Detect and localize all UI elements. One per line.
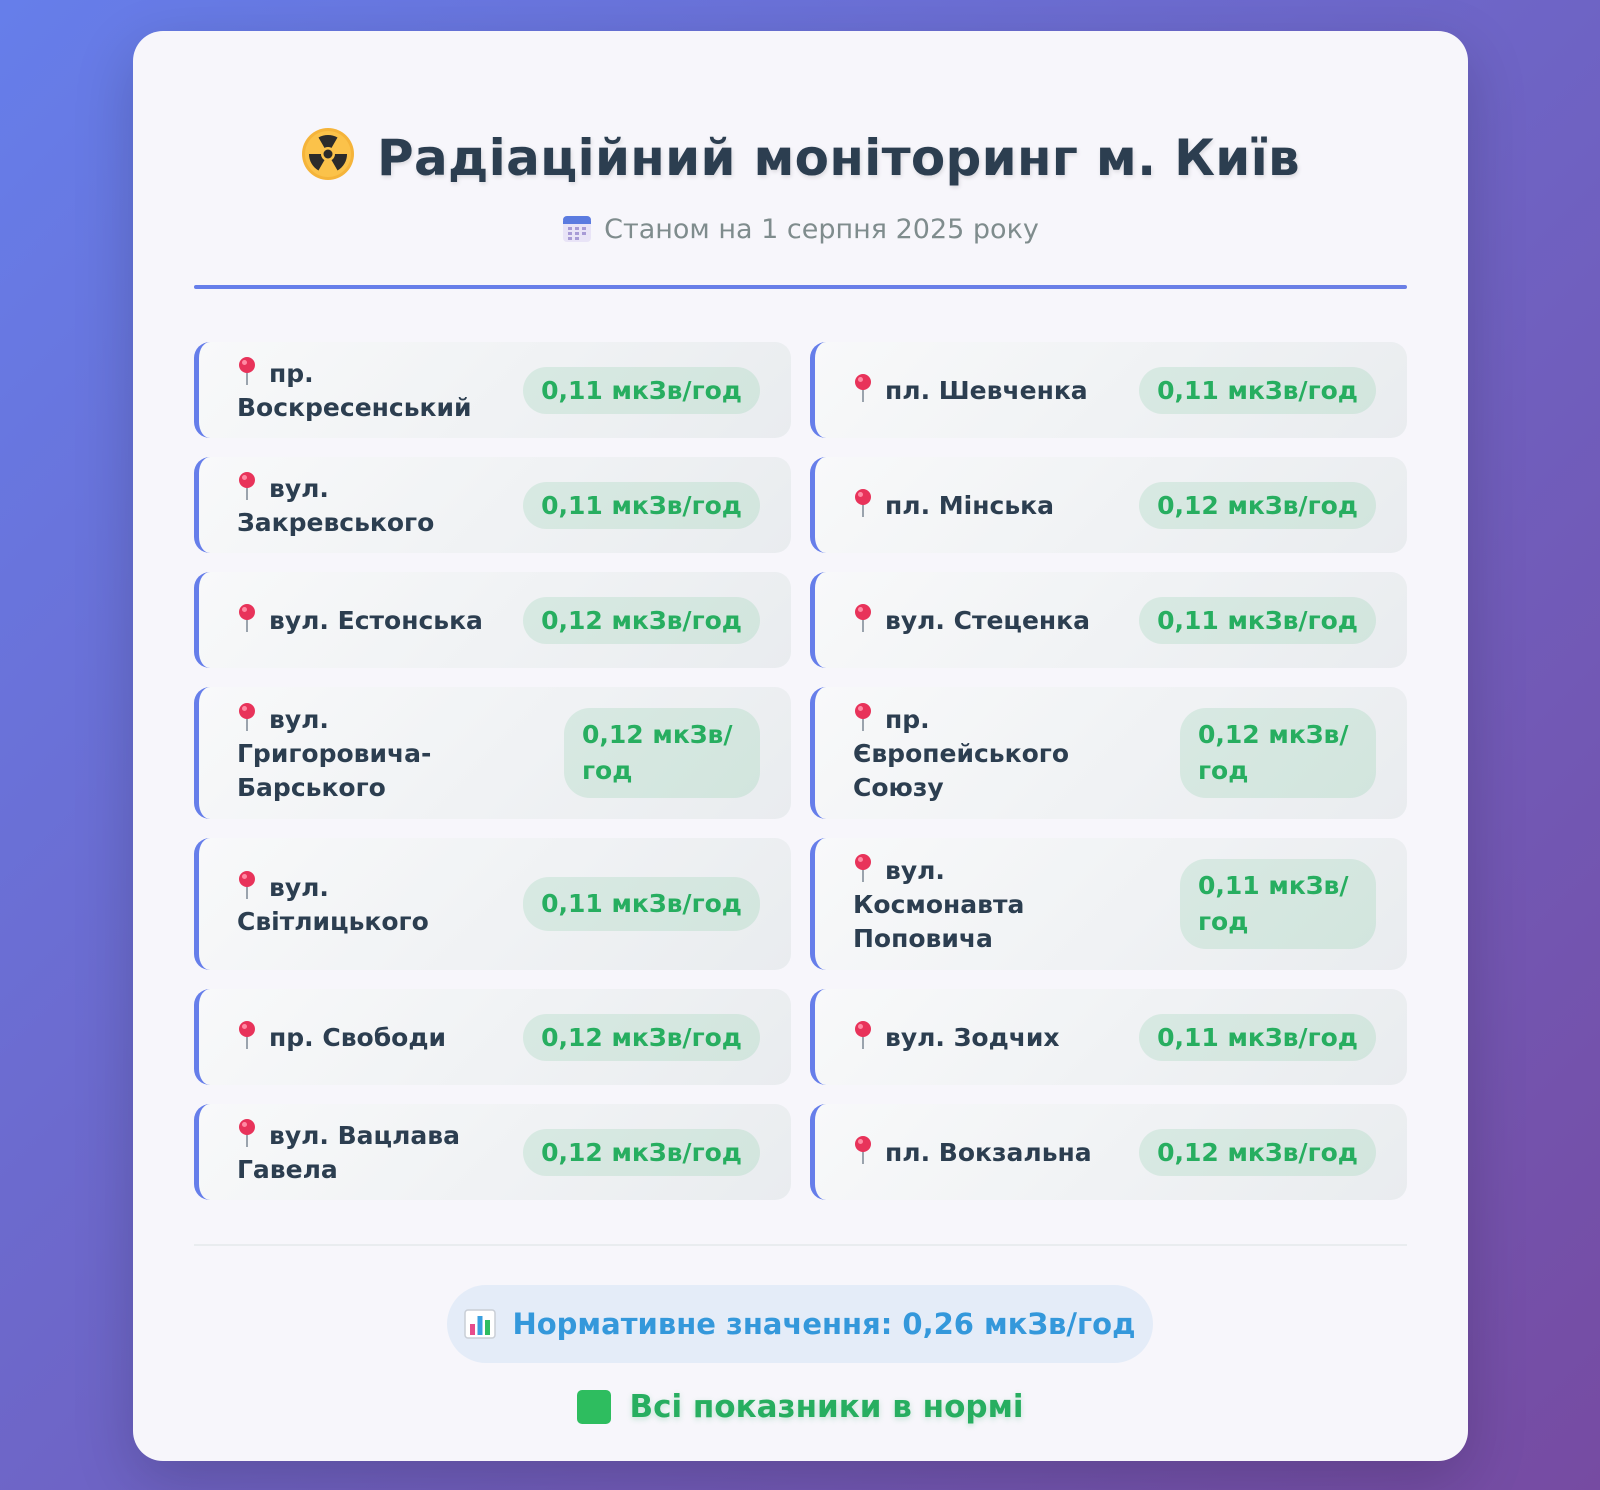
pushpin-icon <box>855 603 871 632</box>
location-card: вул. Вацлава Гавела 0,12 мкЗв/год <box>194 1104 791 1200</box>
footer-divider <box>194 1244 1407 1246</box>
header-divider <box>194 285 1407 289</box>
location-name: вул. Зодчих <box>853 1020 1060 1055</box>
radiation-value: 0,12 мкЗв/год <box>1180 708 1376 798</box>
norm-label: Нормативне значення: 0,26 мкЗв/год <box>512 1307 1136 1341</box>
location-card: вул. Григоровича-Барського 0,12 мкЗв/год <box>194 687 791 819</box>
pushpin-icon <box>855 702 871 731</box>
bar-chart-icon <box>464 1309 497 1339</box>
location-name: вул. Стеценка <box>853 603 1090 638</box>
radiation-value: 0,11 мкЗв/год <box>523 366 760 414</box>
page-title-text: Радіаційний моніторинг м. Київ <box>377 129 1300 187</box>
location-name: вул. Світлицького <box>237 870 523 939</box>
status-label: Всі показники в нормі <box>629 1389 1024 1425</box>
pushpin-icon <box>855 1135 871 1164</box>
location-name: вул. Закревського <box>237 471 523 540</box>
radiation-value: 0,11 мкЗв/год <box>1139 366 1376 414</box>
location-name: пр. Свободи <box>237 1020 446 1055</box>
location-name: вул. Григоровича-Барського <box>237 702 507 805</box>
monitoring-card: Радіаційний моніторинг м. Київ Станом на… <box>133 31 1468 1461</box>
status-message: Всі показники в нормі <box>133 1389 1468 1425</box>
page-subtitle: Станом на 1 серпня 2025 року <box>133 213 1468 245</box>
radiation-value: 0,12 мкЗв/год <box>1139 481 1376 529</box>
pushpin-icon <box>239 471 255 500</box>
radiation-value: 0,11 мкЗв/год <box>1139 596 1376 644</box>
location-card: вул. Космонавта Поповича 0,11 мкЗв/год <box>810 838 1407 970</box>
location-card: пл. Мінська 0,12 мкЗв/год <box>810 457 1407 553</box>
radiation-value: 0,12 мкЗв/год <box>523 596 760 644</box>
location-card: вул. Зодчих 0,11 мкЗв/год <box>810 989 1407 1085</box>
radiation-value: 0,12 мкЗв/год <box>564 708 760 798</box>
pushpin-icon <box>239 603 255 632</box>
calendar-icon <box>563 216 592 242</box>
location-card: пл. Вокзальна 0,12 мкЗв/год <box>810 1104 1407 1200</box>
location-name: вул. Естонська <box>237 603 483 638</box>
pushpin-icon <box>855 1020 871 1049</box>
pushpin-icon <box>855 853 871 882</box>
pushpin-icon <box>239 870 255 899</box>
radiation-value: 0,11 мкЗв/год <box>523 481 760 529</box>
radiation-value: 0,11 мкЗв/год <box>1180 859 1376 949</box>
page-subtitle-text: Станом на 1 серпня 2025 року <box>604 214 1039 245</box>
pushpin-icon <box>239 356 255 385</box>
location-name: пр. Європейського Союзу <box>853 702 1143 805</box>
radiation-value: 0,11 мкЗв/год <box>523 877 760 931</box>
pushpin-icon <box>855 373 871 402</box>
norm-badge: Нормативне значення: 0,26 мкЗв/год <box>447 1285 1153 1363</box>
pushpin-icon <box>239 1118 255 1147</box>
pushpin-icon <box>855 488 871 517</box>
location-card: вул. Естонська 0,12 мкЗв/год <box>194 572 791 668</box>
location-card: пр. Свободи 0,12 мкЗв/год <box>194 989 791 1085</box>
location-name: пр. Воскресенський <box>237 356 523 425</box>
radiation-value: 0,12 мкЗв/год <box>523 1013 760 1061</box>
location-name: вул. Космонавта Поповича <box>853 853 1123 956</box>
pushpin-icon <box>239 1020 255 1049</box>
check-square-icon <box>577 1390 612 1424</box>
location-card: вул. Стеценка 0,11 мкЗв/год <box>810 572 1407 668</box>
location-card: пр. Європейського Союзу 0,12 мкЗв/год <box>810 687 1407 819</box>
locations-grid: пр. Воскресенський 0,11 мкЗв/год пл. Шев… <box>194 342 1407 1200</box>
location-card: вул. Світлицького 0,11 мкЗв/год <box>194 838 791 970</box>
page-title: Радіаційний моніторинг м. Київ <box>133 127 1468 187</box>
radiation-value: 0,12 мкЗв/год <box>1139 1128 1376 1176</box>
location-name: пл. Мінська <box>853 488 1054 523</box>
radiation-value: 0,11 мкЗв/год <box>1139 1013 1376 1061</box>
location-card: пр. Воскресенський 0,11 мкЗв/год <box>194 342 791 438</box>
pushpin-icon <box>239 702 255 731</box>
radiation-icon <box>302 128 354 180</box>
radiation-value: 0,12 мкЗв/год <box>523 1128 760 1176</box>
location-card: пл. Шевченка 0,11 мкЗв/год <box>810 342 1407 438</box>
location-name: пл. Вокзальна <box>853 1135 1092 1170</box>
location-card: вул. Закревського 0,11 мкЗв/год <box>194 457 791 553</box>
location-name: вул. Вацлава Гавела <box>237 1118 523 1187</box>
location-name: пл. Шевченка <box>853 373 1088 408</box>
